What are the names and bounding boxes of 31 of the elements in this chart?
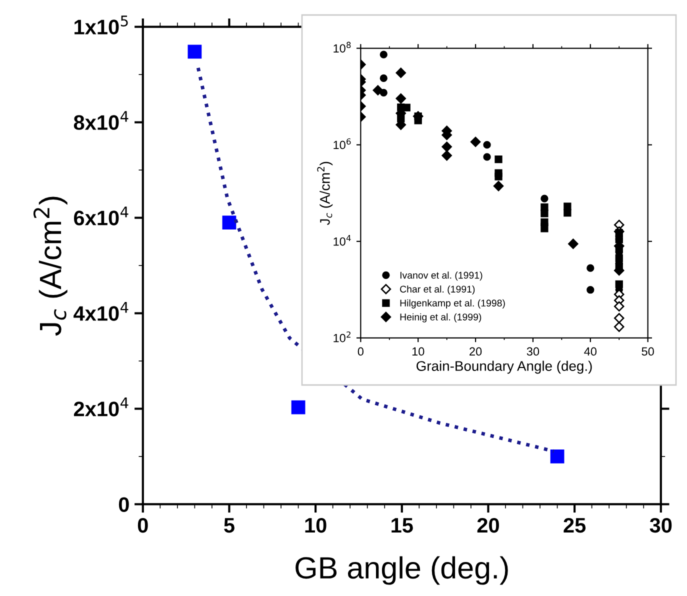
y-tick-label: 6x10$^{4}$ [74,206,128,226]
y-axis-title: J$_{c}$ (A/cm$^{2}$) [33,196,68,336]
y-tick-label: 8x10$^{4}$ [74,111,128,130]
x-tick-label: 0 [358,347,364,356]
x-tick-label: 10 [412,347,424,356]
y-tick-label: 10$^{6}$ [334,138,351,150]
x-tick-label: 20 [470,347,482,356]
y-tick-label: 10$^{8}$ [334,42,351,53]
x-tick-label: 40 [584,347,597,356]
x-tick-label: 25 [564,518,586,533]
x-axis-title: Grain-Boundary Angle (deg.) [416,360,592,374]
y-tick-label: 4x10$^{4}$ [74,302,128,321]
y-tick-label: 1x10$^{5}$ [74,16,128,34]
y-tick-label: 2x10$^{4}$ [74,398,128,416]
x-tick-label: 10 [305,518,326,533]
y-tick-label: 10$^{4}$ [334,235,351,246]
x-tick-label: 30 [650,518,672,533]
legend-label: Ivanov et al. (1991) [400,272,482,281]
x-axis-title: GB angle (deg.) [296,556,508,585]
y-axis-title: J$_{c}$ (A/cm$^{2}$) [317,162,333,226]
legend-label: Hilgenkamp et al. (1998) [400,299,505,308]
x-tick-label: 0 [138,518,148,533]
legend-label: Heinig et al. (1999) [400,313,482,322]
x-tick-label: 50 [642,347,654,356]
x-tick-label: 15 [392,518,413,533]
x-tick-label: 30 [526,347,540,356]
x-tick-label: 20 [477,518,499,533]
y-tick-label: 10$^{2}$ [334,331,350,342]
x-tick-label: 5 [224,518,234,533]
y-tick-label: 0 [118,497,129,512]
legend-label: Char et al. (1991) [400,285,475,295]
